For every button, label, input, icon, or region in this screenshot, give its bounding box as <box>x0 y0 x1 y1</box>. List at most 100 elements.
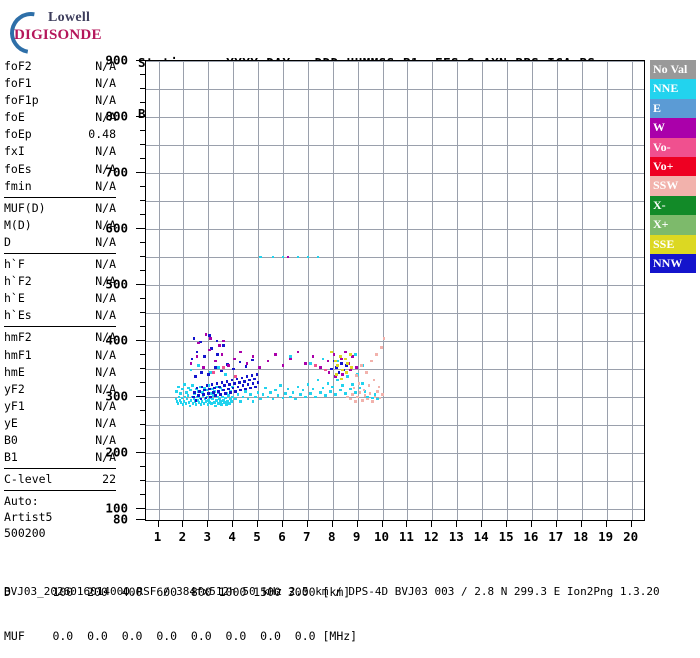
y-tick-minor <box>140 102 145 103</box>
legend-item-nnw[interactable]: NNW <box>650 253 696 274</box>
gridline-vertical <box>432 61 434 520</box>
echo-point-nne <box>291 391 295 394</box>
echo-point-nne <box>211 397 215 401</box>
legend-item-x[interactable]: X- <box>650 195 696 216</box>
y-tick-minor <box>140 465 145 467</box>
echo-point-nne <box>177 385 180 389</box>
direction-color-legend[interactable]: No Val NNE E W Vo- Vo+ SSW X- X+ SSE NNW <box>650 60 696 274</box>
echo-point-vo- <box>324 368 327 372</box>
y-tick-minor <box>140 130 145 131</box>
echo-point-nnw <box>226 387 230 391</box>
echo-point-nne <box>231 395 235 399</box>
param-key: fxI <box>4 144 25 159</box>
y-tick-major <box>136 116 145 117</box>
echo-point-w <box>304 362 307 365</box>
x-tick-label: 3 <box>203 529 212 544</box>
echo-point-nne <box>276 394 280 398</box>
echo-point-nnw <box>214 394 218 398</box>
legend-item-e[interactable]: E <box>650 98 696 119</box>
param-row-hf2: h`F2 N/A <box>4 273 116 290</box>
echo-point-nne <box>319 391 322 394</box>
echo-point-ssw <box>353 400 357 403</box>
echo-point-vo- <box>221 366 225 370</box>
ionogram-plot[interactable] <box>145 60 645 521</box>
echo-point-w <box>208 348 211 352</box>
echo-point-nnw <box>207 392 210 395</box>
echo-point-nne <box>348 387 352 391</box>
legend-item-x[interactable]: X+ <box>650 215 696 235</box>
echo-point-ssw <box>357 382 361 385</box>
echo-point-nne <box>175 400 179 403</box>
param-key: h`Es <box>4 308 32 323</box>
echo-point-nne <box>210 387 214 391</box>
gridline-vertical <box>258 61 259 520</box>
echo-point-nne <box>236 393 240 396</box>
echo-point-nnw <box>233 382 236 385</box>
gridline-vertical <box>183 61 185 520</box>
legend-item-w[interactable]: W <box>650 118 696 138</box>
x-tick-label: 19 <box>598 529 614 544</box>
legend-item-vo[interactable]: Vo- <box>650 137 696 157</box>
x-tick-major <box>282 521 283 527</box>
echo-point-nnw <box>220 381 224 384</box>
echo-point-nnw <box>254 385 257 389</box>
distance-row: D 100 200 400 600 800 1000 1500 3000 [km… <box>4 585 351 599</box>
x-tick-major <box>530 521 532 527</box>
param-value: N/A <box>95 93 116 108</box>
x-tick-major <box>481 521 483 527</box>
echo-point-nne <box>203 386 206 390</box>
echo-point-nnw <box>205 384 209 388</box>
x-tick-label: 10 <box>373 529 390 544</box>
echo-point-nne <box>199 403 203 407</box>
param-key: foEs <box>4 161 32 176</box>
echo-point-nnw <box>224 392 228 395</box>
y-tick-major <box>136 227 145 229</box>
echo-point-sse <box>346 362 350 365</box>
legend-item-ssw[interactable]: SSW <box>650 176 696 196</box>
param-key: hmF2 <box>4 330 32 345</box>
echo-point-w <box>351 355 355 358</box>
gridline-vertical <box>507 61 509 520</box>
gridline-horizontal <box>146 173 644 174</box>
param-value: N/A <box>95 274 116 289</box>
echo-point-w <box>311 355 315 358</box>
echo-point-nne <box>261 393 265 396</box>
legend-item-vo[interactable]: Vo+ <box>650 156 696 177</box>
gridline-horizontal <box>146 480 644 482</box>
legend-item-sse[interactable]: SSE <box>650 234 696 254</box>
echo-point-w <box>226 364 230 367</box>
legend-item-nne[interactable]: NNE <box>650 79 696 99</box>
y-tick-label: 900 <box>105 52 128 68</box>
param-row-foe: foE N/A <box>4 109 116 126</box>
y-axis-ticks <box>133 60 145 521</box>
echo-point-ssw <box>368 392 372 395</box>
echo-point-ssw <box>366 397 369 401</box>
echo-point-nne <box>289 395 292 399</box>
echo-point-nnw <box>335 366 338 370</box>
y-tick-label: 100 <box>105 500 128 516</box>
echo-point-nnw <box>194 398 198 402</box>
echo-point-nne <box>306 383 310 386</box>
lowell-digisonde-logo: Lowell DIGISONDE <box>1 3 126 63</box>
legend-item-noval[interactable]: No Val <box>650 60 696 80</box>
echo-point-w <box>286 255 290 259</box>
echo-point-w <box>340 357 343 361</box>
x-tick-label: 14 <box>473 529 489 544</box>
y-tick-label: 500 <box>105 276 128 292</box>
echo-point-w <box>266 359 270 363</box>
echo-point-nne <box>331 385 335 389</box>
echo-point-w <box>281 364 285 367</box>
x-tick-label: 4 <box>228 529 236 544</box>
autoscaler-auto-code: 500200 <box>4 526 46 541</box>
echo-point-nnw <box>243 379 246 383</box>
param-value: N/A <box>95 144 116 159</box>
echo-point-nne <box>306 255 310 259</box>
echo-point-nne <box>190 395 194 399</box>
echo-point-nnw <box>199 340 202 344</box>
echo-point-nne <box>373 393 377 396</box>
echo-point-sse <box>340 377 343 381</box>
y-tick-minor <box>140 311 145 313</box>
echo-point-nne <box>201 391 204 394</box>
echo-point-w <box>239 350 242 354</box>
x-tick-major <box>356 521 358 527</box>
